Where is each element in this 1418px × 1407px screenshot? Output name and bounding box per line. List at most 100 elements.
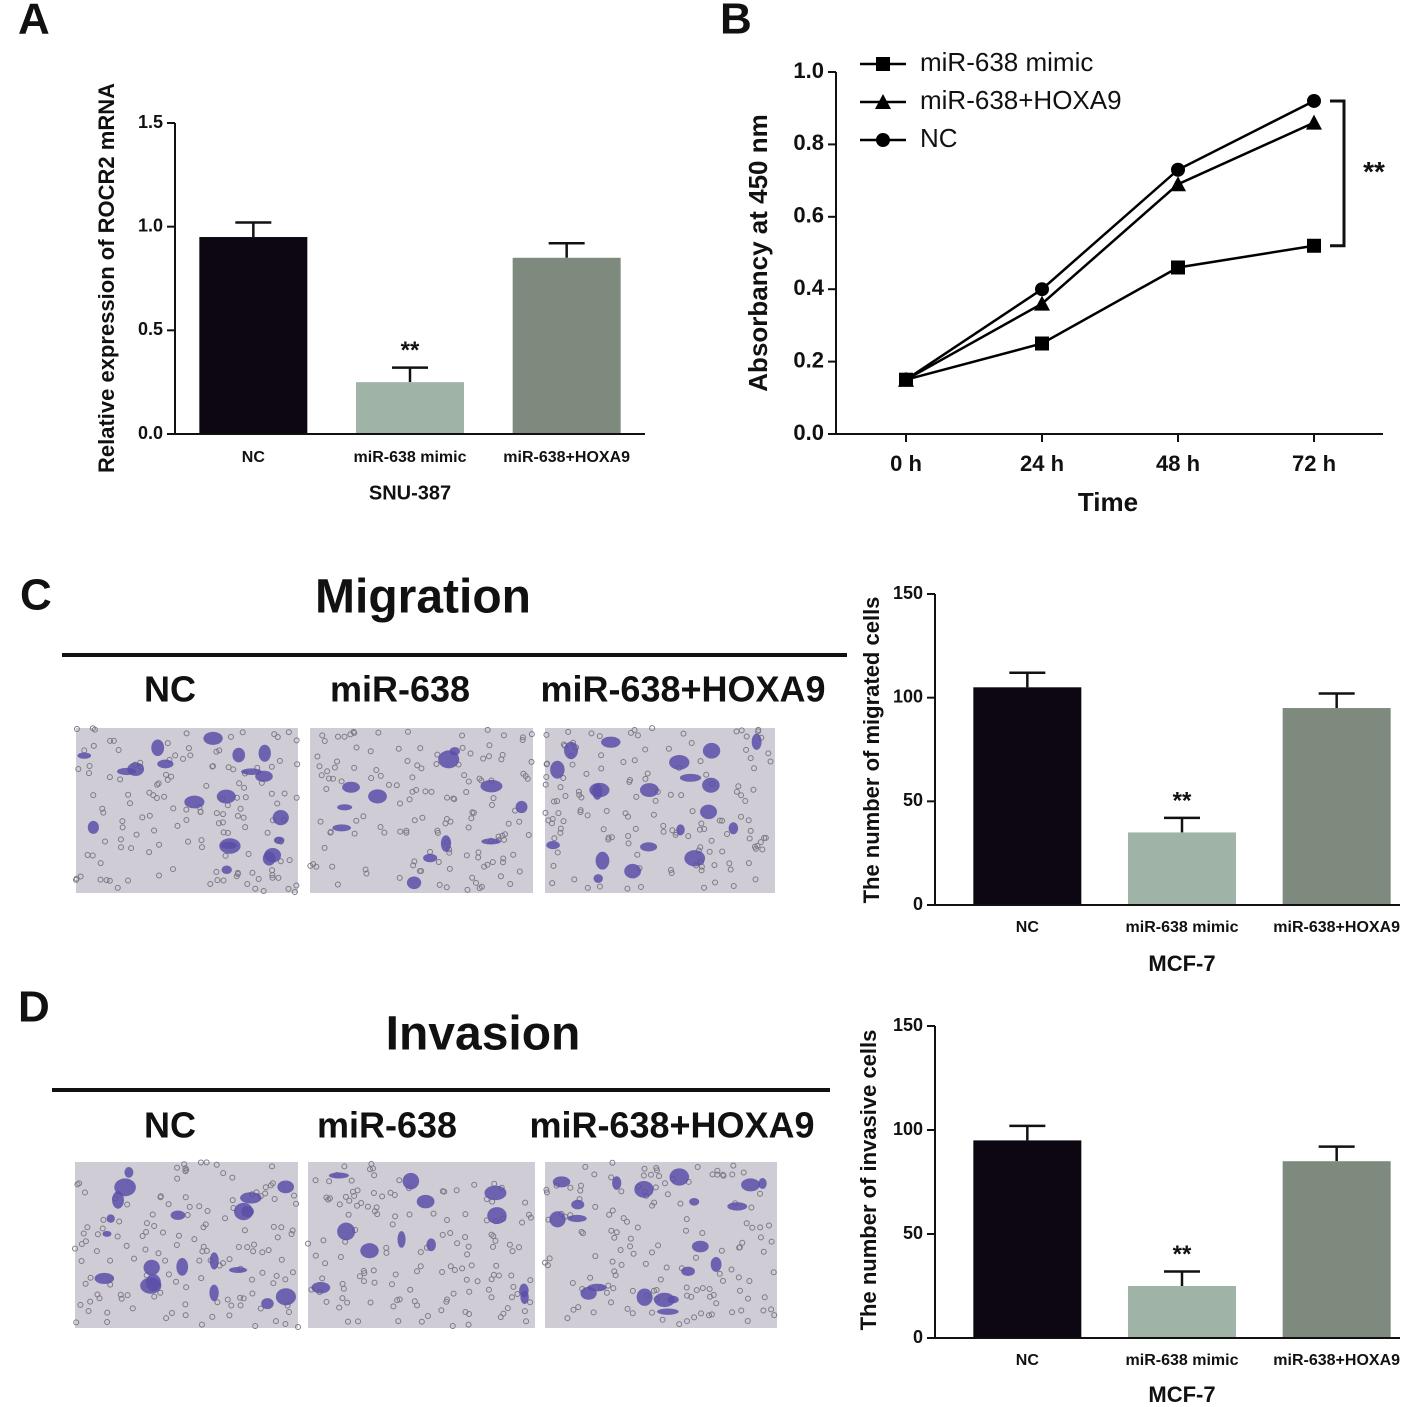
cell-pore (727, 866, 734, 873)
cell-pore (77, 1301, 84, 1308)
stained-cell (676, 824, 685, 836)
cell-pore (156, 872, 163, 879)
cell-pore (591, 1171, 598, 1178)
cell-pore (97, 876, 104, 883)
cell-pore (729, 1171, 736, 1178)
cell-pore (204, 1207, 211, 1214)
cell-pore (752, 845, 759, 852)
cell-pore (411, 1298, 418, 1305)
cell-pore (474, 1278, 481, 1285)
cell-pore (708, 1311, 715, 1318)
cell-pore (447, 1263, 454, 1270)
cell-pore (644, 770, 651, 777)
cell-pore (570, 1306, 577, 1313)
cell-pore (249, 1290, 256, 1297)
x-tick-label: miR-638 mimic (1126, 1352, 1239, 1369)
cell-pore (489, 859, 496, 866)
cell-pore (226, 1312, 233, 1319)
cell-pore (286, 1308, 293, 1315)
cell-pore (711, 862, 718, 869)
cell-pore (321, 738, 328, 745)
cell-pore (388, 1281, 395, 1288)
cell-pore (411, 817, 418, 824)
x-tick-label: miR-638+HOXA9 (1273, 919, 1400, 936)
cell-pore (186, 1203, 193, 1210)
cell-pore (577, 809, 584, 816)
cell-pore (385, 781, 392, 788)
cell-pore (337, 1253, 344, 1260)
data-point (1307, 93, 1321, 108)
stained-cell (684, 850, 706, 867)
cell-pore (750, 786, 757, 793)
cell-pore (718, 1247, 725, 1254)
cell-pore (339, 1280, 346, 1287)
cell-pore (244, 881, 251, 888)
cell-pore (107, 1257, 114, 1264)
cell-pore (454, 1240, 461, 1247)
y-tick-label: 0.4 (793, 275, 824, 300)
cell-pore (611, 1234, 618, 1241)
cell-pore (406, 796, 413, 803)
cell-pore (370, 1189, 377, 1196)
cell-pore (683, 1216, 690, 1223)
cell-pore (631, 757, 638, 764)
cell-pore (634, 732, 641, 739)
cell-pore (603, 807, 610, 814)
cell-pore (632, 825, 639, 832)
panel-letter: C (20, 571, 52, 620)
cell-pore (222, 852, 229, 859)
cell-pore (527, 1277, 534, 1284)
cell-pore (180, 755, 187, 762)
cell-pore (367, 748, 374, 755)
cell-pore (320, 1237, 327, 1244)
x-tick-label: 24 h (1020, 451, 1064, 476)
stained-cell (587, 1283, 607, 1292)
cell-pore (276, 757, 283, 764)
bar (973, 1140, 1082, 1338)
stained-cell (612, 1176, 622, 1190)
cell-pore (133, 831, 140, 838)
cell-pore (554, 798, 561, 805)
cell-pore (462, 1211, 469, 1218)
cell-pore (395, 745, 402, 752)
stained-cell (360, 1243, 379, 1259)
cell-pore (419, 814, 426, 821)
cell-pore (428, 788, 435, 795)
cell-pore (633, 793, 640, 800)
stained-cell (209, 1252, 219, 1270)
cell-pore (213, 748, 220, 755)
cell-pore (634, 1224, 641, 1231)
cell-pore (634, 851, 641, 858)
cell-pore (678, 792, 685, 799)
cell-pore (327, 829, 334, 836)
stained-cell (426, 1238, 436, 1252)
y-tick-label: 0.8 (793, 130, 824, 155)
stained-cell (549, 1211, 566, 1228)
cell-pore (587, 1274, 594, 1281)
cell-pore (647, 1171, 654, 1178)
cell-pore (227, 733, 234, 740)
cell-pore (360, 1278, 367, 1285)
cell-pore (465, 824, 472, 831)
cell-pore (364, 1203, 371, 1210)
cell-pore (768, 1238, 775, 1245)
cell-pore (394, 1297, 401, 1304)
cell-pore (245, 851, 252, 858)
cell-pore (209, 1313, 216, 1320)
cell-pore (89, 852, 96, 859)
cell-pore (86, 762, 93, 769)
cell-pore (143, 1220, 150, 1227)
cell-pore (694, 1163, 701, 1170)
cell-pore (451, 1267, 458, 1274)
cell-pore (571, 876, 578, 883)
cell-pore (75, 765, 82, 772)
cell-pore (693, 1287, 700, 1294)
legend-marker (876, 57, 890, 71)
cell-pore (288, 1231, 295, 1238)
data-point (899, 372, 913, 387)
cell-pore (768, 1306, 775, 1313)
cell-pore (348, 1177, 355, 1184)
cell-pore (578, 1228, 585, 1235)
cell-pore (344, 1318, 351, 1325)
stained-cell (170, 1210, 186, 1221)
